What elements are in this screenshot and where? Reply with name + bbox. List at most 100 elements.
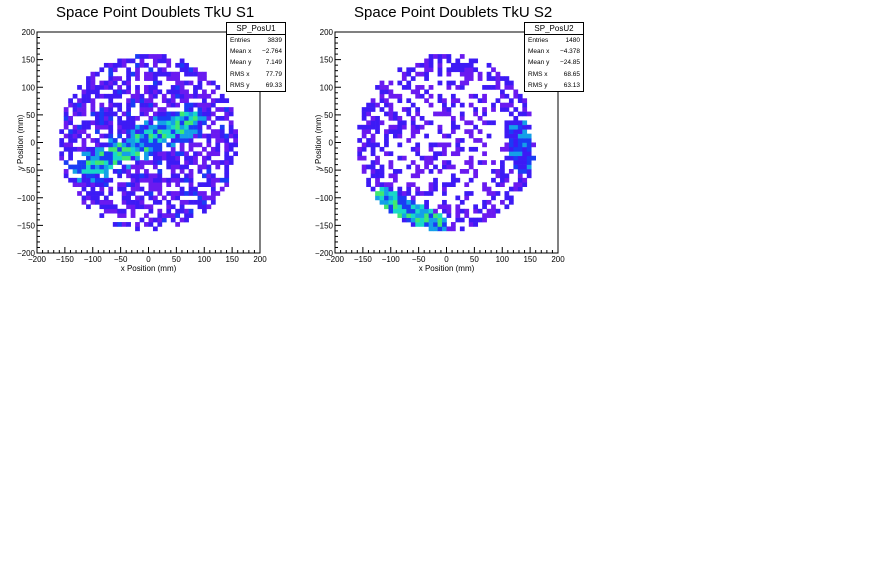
heatmap-cell [188, 71, 194, 77]
heatmap-cell [166, 213, 172, 218]
heatmap-cell [206, 93, 212, 99]
heatmap-cell [210, 195, 216, 201]
heatmap-cell [442, 142, 447, 148]
heatmap-cell [90, 155, 96, 161]
heatmap-cell [415, 93, 421, 99]
heatmap-cell [442, 164, 447, 170]
heatmap-cell [108, 146, 114, 152]
heatmap-cell [473, 107, 479, 112]
heatmap-cell [455, 151, 461, 157]
heatmap-cell [224, 151, 230, 157]
heatmap-cell [522, 146, 528, 152]
heatmap-cell [188, 146, 194, 152]
heatmap-cell [384, 85, 389, 90]
heatmap-cell [63, 133, 69, 139]
heatmap-cell [224, 146, 230, 152]
heatmap-cell [103, 160, 109, 165]
heatmap-cell [81, 120, 87, 126]
heatmap-cell [77, 107, 82, 112]
heatmap-cell [130, 120, 136, 126]
heatmap-cell [81, 102, 87, 108]
heatmap-cell [94, 93, 100, 99]
heatmap-cell [188, 102, 194, 108]
heatmap-cell [415, 208, 421, 214]
heatmap-cell [103, 107, 109, 112]
heatmap-cell [135, 138, 140, 143]
heatmap-cell [81, 151, 87, 157]
heatmap-cell [170, 93, 176, 99]
heatmap-cell [139, 98, 145, 104]
heatmap-cell [126, 76, 131, 81]
heatmap-cell [179, 151, 185, 157]
heatmap-cell [522, 155, 528, 161]
heatmap-cell [504, 80, 510, 86]
heatmap-cell [144, 76, 149, 81]
heatmap-cell [121, 195, 127, 201]
heatmap-cell [175, 124, 181, 130]
heatmap-cell [94, 191, 100, 196]
heatmap-cell [206, 142, 212, 148]
heatmap-cell [157, 151, 163, 157]
heatmap-cell [152, 186, 158, 192]
heatmap-cell [500, 76, 505, 81]
heatmap-cell [179, 217, 185, 223]
heatmap-cell [117, 151, 123, 157]
stats-box-2: SP_PosU2 Entries 1480 Mean x −4.378 Mean y… [524, 22, 584, 92]
heatmap-cell [526, 151, 532, 157]
heatmap-cell [437, 58, 443, 64]
heatmap-cell [210, 177, 216, 183]
heatmap-cell [428, 54, 434, 59]
heatmap-cell [148, 89, 154, 95]
heatmap-cell [522, 138, 528, 143]
heatmap-cell [406, 71, 412, 77]
heatmap-cell [522, 164, 528, 170]
heatmap-cell [179, 169, 185, 174]
heatmap-cell [370, 164, 376, 170]
heatmap-cell [473, 146, 479, 152]
heatmap-cell [94, 111, 100, 117]
heatmap-cell [103, 124, 109, 130]
heatmap-cell [491, 102, 496, 108]
heatmap-cell [148, 133, 154, 139]
heatmap-cell [188, 124, 194, 130]
heatmap-cell [410, 199, 416, 205]
heatmap-cell [157, 191, 163, 196]
heatmap-cell [108, 151, 114, 157]
heatmap-cell [188, 93, 194, 99]
heatmap-cell [437, 204, 443, 210]
heatmap-cell [130, 151, 136, 157]
heatmap-cell [210, 191, 216, 196]
heatmap-cell [415, 85, 421, 90]
heatmap-cell [388, 107, 394, 112]
heatmap-cell [388, 151, 394, 157]
heatmap-cell [388, 204, 394, 210]
heatmap-cell [450, 62, 456, 68]
heatmap-cell [139, 195, 145, 201]
heatmap-cell [522, 120, 528, 126]
heatmap-cell [504, 124, 510, 130]
heatmap-cell [117, 115, 123, 121]
heatmap-cell [193, 85, 198, 90]
heatmap-cell [233, 151, 238, 157]
heatmap-cell [135, 124, 140, 130]
heatmap-cell [388, 115, 394, 121]
heatmap-cell [224, 133, 230, 139]
heatmap-cell [219, 160, 225, 165]
heatmap-cell [179, 85, 185, 90]
heatmap-cell [397, 129, 403, 134]
heatmap-cell [477, 208, 483, 214]
heatmap-cell [392, 195, 398, 201]
heatmap-cell [370, 138, 376, 143]
heatmap-cell [148, 191, 154, 196]
heatmap-cell [442, 182, 447, 187]
heatmap-cell [450, 80, 456, 86]
stats-value: 1480 [565, 37, 580, 44]
heatmap-cell [210, 160, 216, 165]
heatmap-cell [406, 164, 412, 170]
heatmap-cell [139, 58, 145, 64]
heatmap-cell [197, 115, 203, 121]
heatmap-cell [188, 80, 194, 86]
heatmap-cell [379, 107, 385, 112]
heatmap-cell [175, 160, 181, 165]
stats-row-mean-y-2: Mean y −24.85 [525, 57, 583, 68]
